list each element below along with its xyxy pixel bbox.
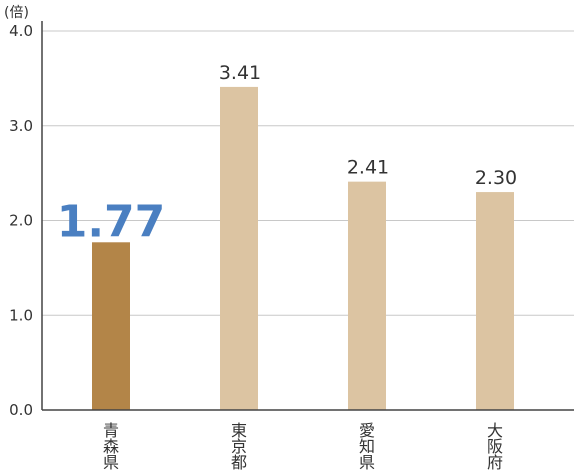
y-tick-label: 3.0 bbox=[9, 117, 33, 135]
value-label-2: 3.41 bbox=[219, 62, 261, 84]
axes bbox=[41, 21, 574, 411]
y-tick-label: 0.0 bbox=[9, 401, 33, 419]
value-label-1: 1.77 bbox=[57, 196, 166, 247]
bars bbox=[92, 86, 514, 410]
bar-4 bbox=[476, 192, 514, 410]
y-tick-label: 2.0 bbox=[9, 212, 33, 230]
category-label-3: 愛知県 bbox=[359, 421, 375, 472]
y-tick-label: 4.0 bbox=[9, 22, 33, 40]
bar-2 bbox=[220, 86, 258, 410]
value-label-3: 2.41 bbox=[347, 157, 389, 179]
bar-3 bbox=[348, 181, 386, 410]
value-labels: 1.77 3.41 2.41 2.30 bbox=[57, 62, 517, 247]
value-label-4: 2.30 bbox=[475, 167, 517, 189]
category-label-2: 東京都 bbox=[231, 421, 247, 472]
y-tick-labels: 0.0 1.0 2.0 3.0 4.0 bbox=[9, 22, 33, 419]
y-tick-label: 1.0 bbox=[9, 306, 33, 324]
category-labels: 青森県 東京都 愛知県 大阪府 bbox=[103, 421, 503, 472]
bar-1 bbox=[92, 242, 130, 410]
y-axis-unit-label: (倍) bbox=[4, 5, 29, 21]
category-label-4: 大阪府 bbox=[487, 421, 503, 472]
category-label-1: 青森県 bbox=[103, 421, 119, 472]
